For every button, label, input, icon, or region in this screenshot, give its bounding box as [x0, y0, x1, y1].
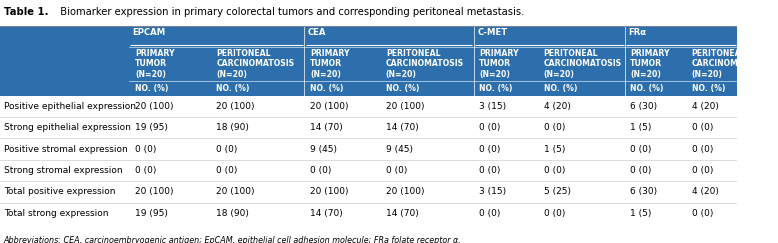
Bar [0, 96, 737, 117]
Text: 5 (25): 5 (25) [544, 187, 570, 196]
Text: 0 (0): 0 (0) [544, 209, 565, 218]
Text: 4 (20): 4 (20) [692, 187, 719, 196]
Text: NO. (%): NO. (%) [310, 84, 344, 93]
Text: 0 (0): 0 (0) [386, 166, 407, 175]
Text: 0 (0): 0 (0) [692, 166, 713, 175]
Bar [0, 203, 737, 224]
Text: EPCAM: EPCAM [133, 28, 166, 37]
Text: 0 (0): 0 (0) [692, 145, 713, 154]
Text: 14 (70): 14 (70) [386, 123, 419, 132]
Text: 20 (100): 20 (100) [386, 187, 424, 196]
Bar [0, 26, 737, 96]
Text: 6 (30): 6 (30) [630, 187, 657, 196]
Text: 18 (90): 18 (90) [216, 209, 249, 218]
Text: Biomarker expression in primary colorectal tumors and corresponding peritoneal m: Biomarker expression in primary colorect… [54, 7, 524, 17]
Text: PERITONEAL
CARCINOMATOSIS
(N=20): PERITONEAL CARCINOMATOSIS (N=20) [386, 49, 464, 79]
Text: 0 (0): 0 (0) [479, 166, 500, 175]
Text: 3 (15): 3 (15) [479, 102, 506, 111]
Text: 0 (0): 0 (0) [692, 209, 713, 218]
Text: 19 (95): 19 (95) [135, 123, 168, 132]
Text: Total strong expression: Total strong expression [4, 209, 108, 218]
Text: 0 (0): 0 (0) [135, 145, 156, 154]
Text: 20 (100): 20 (100) [135, 102, 173, 111]
Text: Positive epithelial expression: Positive epithelial expression [4, 102, 135, 111]
Text: Abbreviations: CEA, carcinoembryogenic antigen; EpCAM, epithelial cell adhesion : Abbreviations: CEA, carcinoembryogenic a… [4, 236, 461, 243]
Text: 9 (45): 9 (45) [310, 145, 338, 154]
Text: 9 (45): 9 (45) [386, 145, 413, 154]
Text: 4 (20): 4 (20) [692, 102, 719, 111]
Text: 20 (100): 20 (100) [216, 102, 254, 111]
Text: PRIMARY
TUMOR
(N=20): PRIMARY TUMOR (N=20) [630, 49, 670, 79]
Text: PERITONEAL
CARCINOMATOSIS
(N=20): PERITONEAL CARCINOMATOSIS (N=20) [692, 49, 769, 79]
Text: NO. (%): NO. (%) [630, 84, 664, 93]
Text: 1 (5): 1 (5) [544, 145, 565, 154]
Bar [0, 181, 737, 203]
Text: 1 (5): 1 (5) [630, 123, 651, 132]
Text: Strong stromal expression: Strong stromal expression [4, 166, 122, 175]
Text: 14 (70): 14 (70) [310, 209, 343, 218]
Text: 0 (0): 0 (0) [135, 166, 156, 175]
Bar [0, 160, 737, 181]
Text: NO. (%): NO. (%) [544, 84, 577, 93]
Text: 3 (15): 3 (15) [479, 187, 506, 196]
Text: 0 (0): 0 (0) [216, 166, 237, 175]
Text: 14 (70): 14 (70) [386, 209, 419, 218]
Text: 0 (0): 0 (0) [544, 123, 565, 132]
Text: NO. (%): NO. (%) [216, 84, 250, 93]
Text: 0 (0): 0 (0) [544, 166, 565, 175]
Text: 20 (100): 20 (100) [310, 187, 349, 196]
Text: 0 (0): 0 (0) [479, 123, 500, 132]
Text: 0 (0): 0 (0) [630, 145, 651, 154]
Text: 0 (0): 0 (0) [216, 145, 237, 154]
Text: FRα: FRα [629, 28, 647, 37]
Text: 0 (0): 0 (0) [630, 166, 651, 175]
Text: CEA: CEA [308, 28, 327, 37]
Bar [0, 117, 737, 139]
Text: 20 (100): 20 (100) [310, 102, 349, 111]
Text: 20 (100): 20 (100) [216, 187, 254, 196]
Text: 0 (0): 0 (0) [692, 123, 713, 132]
Text: Strong epithelial expression: Strong epithelial expression [4, 123, 131, 132]
Text: 4 (20): 4 (20) [544, 102, 570, 111]
Text: 18 (90): 18 (90) [216, 123, 249, 132]
Text: Total positive expression: Total positive expression [4, 187, 115, 196]
Text: NO. (%): NO. (%) [386, 84, 419, 93]
Text: PERITONEAL
CARCINOMATOSIS
(N=20): PERITONEAL CARCINOMATOSIS (N=20) [216, 49, 294, 79]
Text: C-MET: C-MET [478, 28, 508, 37]
Text: Positive stromal expression: Positive stromal expression [4, 145, 128, 154]
Text: 14 (70): 14 (70) [310, 123, 343, 132]
Text: PRIMARY
TUMOR
(N=20): PRIMARY TUMOR (N=20) [135, 49, 175, 79]
Text: 0 (0): 0 (0) [479, 145, 500, 154]
Text: NO. (%): NO. (%) [692, 84, 725, 93]
Text: 0 (0): 0 (0) [479, 209, 500, 218]
Text: 0 (0): 0 (0) [310, 166, 331, 175]
Text: NO. (%): NO. (%) [479, 84, 512, 93]
Text: 19 (95): 19 (95) [135, 209, 168, 218]
Text: PRIMARY
TUMOR
(N=20): PRIMARY TUMOR (N=20) [479, 49, 519, 79]
Text: PERITONEAL
CARCINOMATOSIS
(N=20): PERITONEAL CARCINOMATOSIS (N=20) [544, 49, 622, 79]
Bar [0, 139, 737, 160]
Text: 1 (5): 1 (5) [630, 209, 651, 218]
Text: NO. (%): NO. (%) [135, 84, 169, 93]
Text: 20 (100): 20 (100) [135, 187, 173, 196]
Text: 20 (100): 20 (100) [386, 102, 424, 111]
Text: PRIMARY
TUMOR
(N=20): PRIMARY TUMOR (N=20) [310, 49, 350, 79]
Text: Table 1.: Table 1. [4, 7, 48, 17]
Text: 6 (30): 6 (30) [630, 102, 657, 111]
